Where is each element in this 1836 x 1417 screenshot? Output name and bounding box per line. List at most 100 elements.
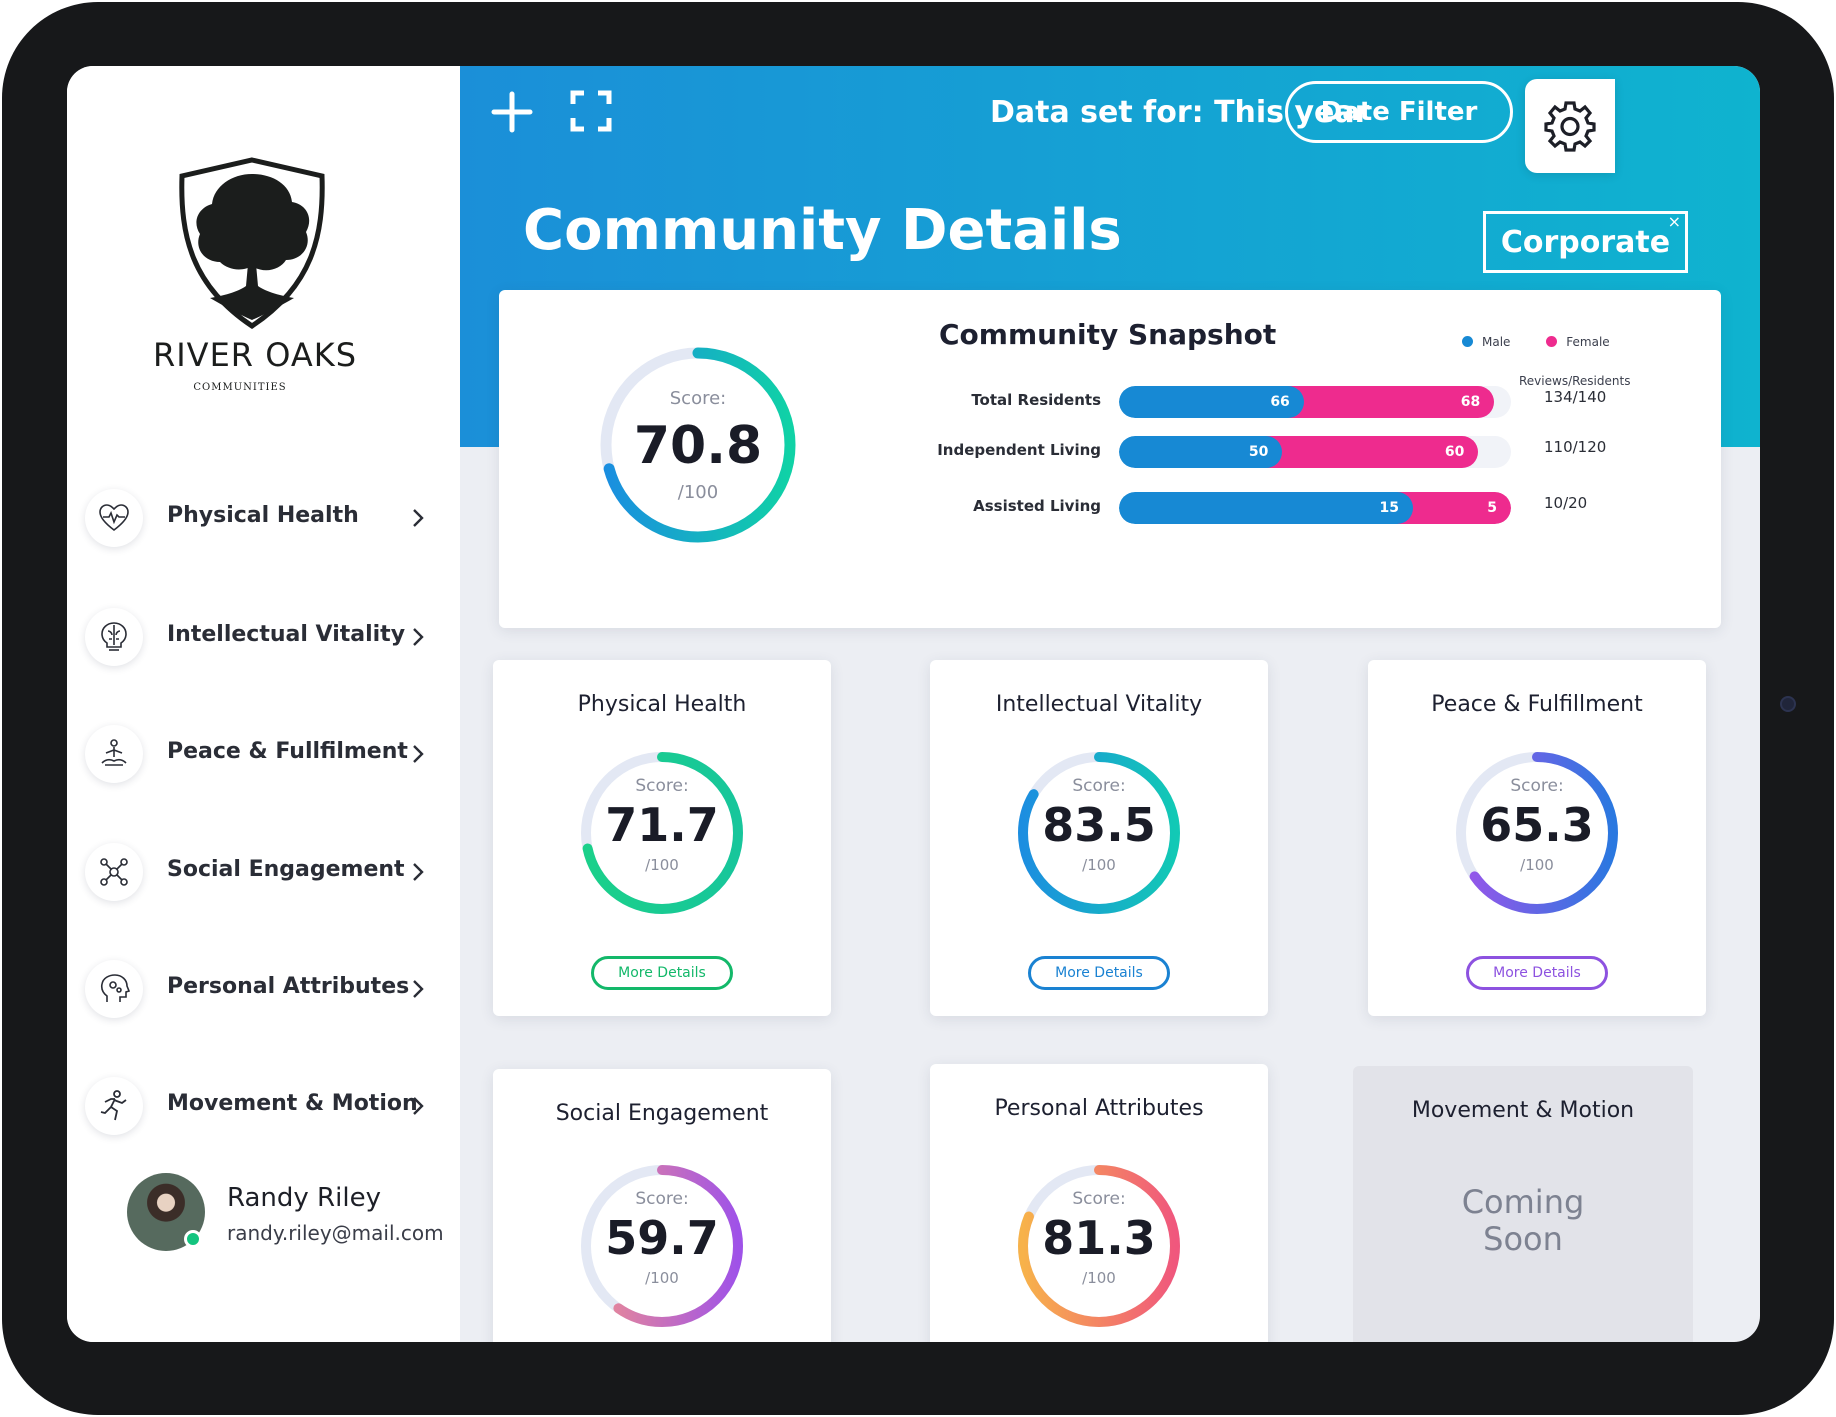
score-caption: Score: [1510,776,1564,796]
bar-male-segment: 50 [1119,436,1283,468]
score-denominator: /100 [1082,1269,1116,1287]
date-filter-button[interactable]: Date Filter [1285,81,1513,143]
sidebar: RIVER OAKS COMMUNITIES Physical Health [67,66,460,1342]
bar-female-segment: 5 [1395,492,1511,524]
network-people-icon [85,843,143,901]
bar-label: Independent Living [937,441,1101,459]
app-screen: RIVER OAKS COMMUNITIES Physical Health [67,66,1760,1342]
legend-label: Female [1566,335,1610,349]
score-value: 81.3 [1042,1211,1156,1265]
more-details-button[interactable]: More Details [1466,956,1608,990]
head-gears-icon [85,960,143,1018]
coming-soon-line: Coming [1461,1183,1585,1221]
sidebar-item-label: Peace & Fullfilment [167,739,408,764]
user-name: Randy Riley [227,1183,381,1213]
score-denominator: /100 [1082,856,1116,874]
gauge-svg [581,1165,743,1327]
brain-bulb-icon [85,608,143,666]
legend-dot [1546,336,1558,347]
bar-track: 50 60 [1119,436,1511,468]
score-denominator: /100 [645,1269,679,1287]
score-caption: Score: [635,776,689,796]
score-denominator: /100 [677,482,719,503]
online-status-dot [184,1230,202,1248]
score-value: 65.3 [1480,798,1594,852]
card-title: Personal Attributes [994,1096,1204,1121]
user-profile[interactable]: Randy Riley randy.riley@mail.com [127,1173,457,1263]
bar-label: Assisted Living [973,497,1101,515]
legend-item-male: Male [1462,335,1510,349]
brand-subtitle: COMMUNITIES [193,382,287,393]
sidebar-item-physical-health[interactable]: Physical Health [85,483,435,553]
gauge-arc [1018,752,1180,914]
category-card-peace-fulfillment: Peace & Fulfillment Score: 65.3/100 More … [1368,660,1706,1016]
running-person-icon [85,1077,143,1135]
corporate-filter-chip[interactable]: Corporate × [1483,211,1688,273]
page-title: Community Details [523,198,1122,263]
bar-track: 66 68 [1119,386,1511,418]
category-card-physical-health: Physical Health Score: 71.7/100 More Deta… [493,660,831,1016]
chevron-right-icon [413,628,424,646]
main-content: Data set for: This year Date Filter Comm… [460,66,1760,1342]
score-gauge: Score: 65.3/100 [1452,748,1622,918]
score-gauge: Score: 71.7/100 [577,748,747,918]
chevron-right-icon [413,863,424,881]
bar-row-total-residents: Total Residents 66 68 134/140 [499,382,1721,422]
sidebar-item-label: Physical Health [167,503,359,528]
score-caption: Score: [635,1189,689,1209]
score-caption: Score: [1072,1189,1126,1209]
user-email: randy.riley@mail.com [227,1221,444,1245]
sidebar-item-personal-attributes[interactable]: Personal Attributes [85,954,435,1024]
bar-ratio: 134/140 [1544,388,1607,406]
bar-row-assisted-living: Assisted Living 15 5 10/20 [499,488,1721,528]
gauge-arc [1018,1165,1180,1327]
coming-soon-line: Soon [1483,1220,1563,1258]
chart-legend: Male Female [1462,335,1642,349]
more-details-button[interactable]: More Details [591,956,733,990]
chevron-right-icon [413,745,424,763]
chevron-right-icon [413,980,424,998]
legend-item-female: Female [1546,335,1610,349]
card-title: Intellectual Vitality [995,692,1203,717]
category-card-intellectual-vitality: Intellectual Vitality Score: 83.5/100 Mor… [930,660,1268,1016]
gauge-svg [581,752,743,914]
gauge-arc [581,1165,743,1327]
card-title: Social Engagement [555,1101,769,1126]
snapshot-title: Community Snapshot [939,318,1277,351]
settings-button[interactable] [1525,79,1615,173]
fullscreen-icon[interactable] [570,90,612,132]
bar-row-independent-living: Independent Living 50 60 110/120 [499,432,1721,472]
score-value: 83.5 [1042,798,1156,852]
sidebar-item-intellectual-vitality[interactable]: Intellectual Vitality [85,602,435,672]
sidebar-item-label: Personal Attributes [167,974,410,999]
score-caption: Score: [669,388,727,409]
card-title: Movement & Motion [1411,1098,1635,1123]
sidebar-item-peace-fulfillment[interactable]: Peace & Fullfilment [85,719,435,789]
sidebar-item-movement-motion[interactable]: Movement & Motion [85,1071,435,1141]
brand-name: RIVER OAKS [153,336,357,374]
bar-female-segment: 60 [1264,436,1479,468]
plus-icon[interactable] [490,90,534,134]
gauge-svg [1456,752,1618,914]
gauge-svg [1018,1165,1180,1327]
sidebar-item-label: Social Engagement [167,857,405,882]
score-gauge: Score: 59.7/100 [577,1161,747,1331]
category-card-personal-attributes: Personal Attributes Score: 81.3/100 [930,1064,1268,1342]
sidebar-item-social-engagement[interactable]: Social Engagement [85,837,435,907]
score-gauge: Score: 81.3/100 [1014,1161,1184,1331]
bar-female-segment: 68 [1285,386,1495,418]
sidebar-item-label: Movement & Motion [167,1091,418,1116]
coming-soon-text: Coming Soon [1353,1184,1693,1258]
more-details-button[interactable]: More Details [1028,956,1170,990]
meditation-icon [85,725,143,783]
overall-score-gauge: Score: 70.8 /100 [595,342,801,548]
score-value: 71.7 [605,798,719,852]
card-title: Physical Health [577,692,747,717]
bar-label: Total Residents [971,391,1101,409]
card-title: Peace & Fulfillment [1431,692,1643,717]
chevron-right-icon [413,509,424,527]
filter-chip-label: Corporate [1500,224,1671,260]
category-card-social-engagement: Social Engagement Score: 59.7/100 [493,1069,831,1342]
close-icon[interactable]: × [1667,212,1681,231]
